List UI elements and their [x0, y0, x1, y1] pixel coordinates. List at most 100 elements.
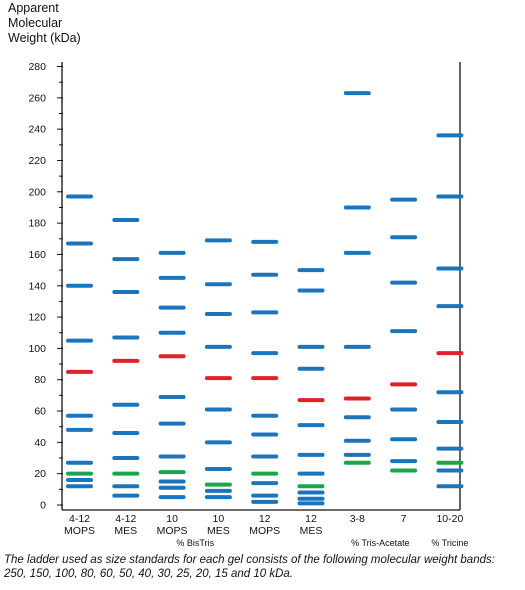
blue-band [251, 493, 279, 498]
blue-band [204, 407, 232, 412]
blue-band [436, 446, 464, 451]
y-tick-label: 40 [34, 437, 46, 449]
green-band [112, 471, 140, 476]
blue-band [436, 484, 464, 489]
blue-band [251, 351, 279, 356]
blue-band [297, 490, 325, 495]
blue-band [204, 488, 232, 493]
lane-label-top: 4-12 [115, 513, 136, 525]
blue-band [158, 394, 186, 399]
blue-band [390, 459, 418, 464]
blue-band [112, 257, 140, 262]
y-tick-label: 200 [28, 186, 46, 198]
blue-band [112, 402, 140, 407]
red-band [343, 396, 371, 401]
red-band [251, 376, 279, 381]
green-band [390, 468, 418, 473]
blue-band [297, 366, 325, 371]
y-tick-label: 0 [40, 500, 46, 512]
y-tick-label: 160 [28, 249, 46, 261]
group-label: % Tricine [431, 538, 468, 548]
green-band [66, 471, 93, 476]
blue-band [204, 466, 232, 471]
y-tick-label: 120 [28, 312, 46, 324]
y-tick-label: 100 [28, 343, 46, 355]
blue-band [204, 344, 232, 349]
group-label: % Tris-Acetate [351, 538, 410, 548]
blue-band [297, 344, 325, 349]
blue-band [343, 91, 371, 96]
blue-band [297, 423, 325, 428]
blue-band [297, 452, 325, 457]
red-band [436, 351, 464, 356]
blue-band [158, 305, 186, 310]
blue-band [112, 217, 140, 222]
blue-band [297, 471, 325, 476]
y-tick-label: 220 [28, 155, 46, 167]
blue-band [204, 311, 232, 316]
blue-band [204, 282, 232, 287]
blue-band [343, 438, 371, 443]
blue-band [158, 479, 186, 484]
green-band [251, 471, 279, 476]
blue-band [66, 484, 93, 489]
blue-band [436, 468, 464, 473]
lane-label-bottom: MOPS [249, 525, 280, 537]
red-band [112, 358, 140, 363]
blue-band [297, 288, 325, 293]
blue-band [390, 437, 418, 442]
blue-band [158, 330, 186, 335]
blue-band [436, 304, 464, 309]
blue-band [343, 250, 371, 255]
lane-label-top: 4-12 [69, 513, 90, 525]
y-tick-label: 140 [28, 280, 46, 292]
blue-band [158, 454, 186, 459]
blue-band [343, 415, 371, 420]
blue-band [343, 452, 371, 457]
blue-band [158, 495, 186, 500]
lane-label-top: 3-8 [350, 513, 365, 525]
blue-band [112, 484, 140, 489]
blue-band [436, 390, 464, 395]
blue-band [390, 197, 418, 202]
blue-band [66, 194, 93, 199]
blue-band [251, 432, 279, 437]
y-tick-label: 240 [28, 124, 46, 136]
blue-band [66, 241, 93, 246]
blue-band [112, 456, 140, 461]
blue-band [251, 272, 279, 277]
lane-label-bottom: MES [114, 525, 137, 537]
lane-label-top: 10-20 [436, 513, 463, 525]
lane-label-bottom: MES [207, 525, 230, 537]
blue-band [204, 238, 232, 243]
green-band [436, 460, 464, 465]
blue-band [343, 205, 371, 210]
green-band [343, 460, 371, 465]
red-band [66, 369, 93, 374]
blue-band [297, 501, 325, 506]
blue-band [66, 460, 93, 465]
blue-band [66, 427, 93, 432]
lane-label-bottom: MES [300, 525, 323, 537]
blue-band [436, 420, 464, 425]
lane-label-bottom: MOPS [157, 525, 188, 537]
blue-band [204, 440, 232, 445]
blue-band [390, 407, 418, 412]
blue-band [251, 481, 279, 486]
blue-band [112, 430, 140, 435]
green-band [297, 484, 325, 489]
blue-band [251, 310, 279, 315]
y-tick-label: 80 [34, 374, 46, 386]
y-axis-title: Apparent Molecular Weight (kDa) [8, 1, 81, 46]
blue-band [297, 496, 325, 501]
blue-band [251, 454, 279, 459]
blue-band [158, 250, 186, 255]
green-band [204, 482, 232, 487]
blue-band [158, 275, 186, 280]
blue-band [112, 493, 140, 498]
lane-label-bottom: MOPS [64, 525, 95, 537]
lane-label-top: 12 [305, 513, 317, 525]
gel-ladder-chart: 0 20 40 60 80 100 120 140 160 180 200 220 240 260 280 4… [28, 61, 468, 548]
y-tick-label: 280 [28, 61, 46, 73]
y-axis-title-line-1: Apparent [8, 1, 59, 15]
